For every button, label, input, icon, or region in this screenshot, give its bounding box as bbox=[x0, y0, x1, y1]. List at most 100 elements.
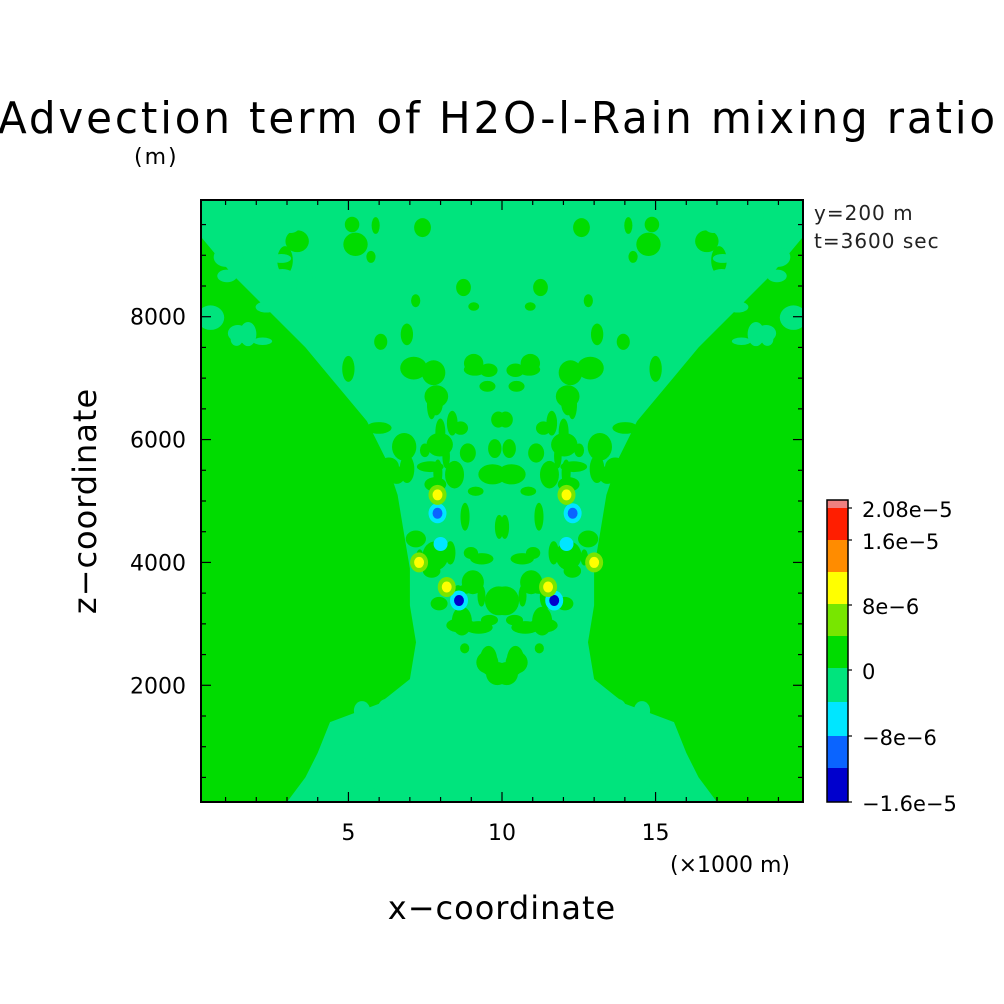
field-patch bbox=[589, 454, 605, 484]
field-patch bbox=[518, 585, 527, 607]
colorbar-swatch bbox=[827, 540, 848, 572]
field-patch bbox=[746, 240, 762, 265]
field-patch bbox=[354, 725, 373, 746]
colorbar-frame bbox=[826, 499, 849, 803]
field-patch bbox=[596, 757, 614, 773]
field-patch bbox=[331, 781, 344, 794]
field-patch bbox=[217, 269, 237, 283]
field-patch bbox=[616, 333, 630, 350]
field-patch bbox=[520, 486, 537, 496]
field-patch bbox=[463, 547, 479, 559]
field-patch bbox=[239, 209, 255, 222]
colorbar-swatch bbox=[827, 668, 848, 702]
field-patch bbox=[506, 645, 525, 676]
field-patch bbox=[460, 643, 470, 654]
field-patch bbox=[285, 230, 309, 253]
field-patch bbox=[459, 443, 476, 463]
colorbar-swatch bbox=[827, 500, 848, 508]
field-patch bbox=[201, 305, 225, 330]
colorbar-swatch bbox=[827, 508, 848, 540]
field-patch bbox=[253, 337, 273, 345]
field-patch bbox=[366, 422, 392, 434]
field-patch bbox=[467, 486, 484, 496]
field-patch bbox=[614, 456, 642, 475]
x-tick-label: 5 bbox=[341, 821, 355, 846]
field-patch bbox=[371, 217, 380, 234]
field-patch bbox=[706, 268, 737, 292]
field-patch bbox=[539, 460, 559, 489]
field-patch bbox=[609, 710, 623, 729]
field-patch bbox=[376, 749, 401, 759]
field-patch bbox=[342, 355, 355, 382]
field-patch bbox=[649, 355, 662, 382]
y-tick-label: 8000 bbox=[130, 306, 186, 331]
field-patch bbox=[468, 302, 480, 311]
colorbar-swatch bbox=[827, 636, 848, 668]
field-patch bbox=[453, 421, 469, 435]
colorbar-swatch bbox=[827, 572, 848, 604]
field-patch bbox=[528, 443, 545, 463]
field-patch bbox=[691, 273, 711, 283]
field-patch bbox=[534, 643, 544, 654]
field-patch bbox=[426, 389, 437, 420]
contour-feature bbox=[414, 556, 425, 568]
field-patch bbox=[573, 218, 590, 238]
field-patch bbox=[712, 253, 733, 263]
field-patch bbox=[480, 614, 499, 626]
field-patch bbox=[390, 757, 408, 773]
field-patch bbox=[479, 645, 498, 676]
field-patch bbox=[405, 530, 426, 548]
chart-title: Advection term of H2O-l-Rain mixing rati… bbox=[0, 93, 998, 144]
colorbar-label: 2.08e−5 bbox=[862, 498, 953, 522]
field-patch bbox=[631, 725, 650, 746]
y-axis-label: z−coordinate bbox=[66, 388, 104, 614]
field-patch bbox=[411, 294, 421, 308]
field-patch bbox=[414, 218, 431, 238]
field-patch bbox=[779, 305, 803, 330]
field-patch bbox=[518, 363, 541, 376]
field-patch bbox=[524, 302, 536, 311]
colorbar-swatch bbox=[827, 604, 848, 636]
field-patch bbox=[353, 701, 371, 721]
field-patch bbox=[498, 411, 513, 428]
colorbar-label: 0 bbox=[862, 660, 875, 684]
colorbar: 2.08e−5 1.6e−5 8e−6 0 −8e−6 −1.6e−5 bbox=[826, 498, 957, 816]
field-patch bbox=[567, 389, 578, 420]
field-patch bbox=[426, 432, 453, 457]
contour-feature bbox=[549, 595, 560, 607]
field-patch bbox=[636, 232, 661, 257]
colorbar-swatch bbox=[827, 768, 848, 802]
field-patch bbox=[280, 209, 302, 233]
field-patch bbox=[533, 278, 548, 297]
field-patch bbox=[628, 250, 638, 263]
field-patch bbox=[505, 614, 524, 626]
field-patch bbox=[702, 209, 724, 233]
field-patch bbox=[612, 422, 638, 434]
field-patch bbox=[213, 247, 238, 267]
colorbar-label: 1.6e−5 bbox=[862, 530, 939, 554]
field-patch bbox=[624, 742, 635, 762]
field-patch bbox=[726, 301, 749, 313]
field-patch bbox=[766, 247, 791, 267]
field-patch bbox=[348, 717, 359, 732]
field-patch bbox=[660, 781, 673, 794]
x-tick-label: 15 bbox=[642, 821, 670, 846]
info-y-position: y=200 m bbox=[814, 201, 914, 225]
field-patch bbox=[242, 240, 258, 265]
contour-feature bbox=[543, 581, 554, 593]
field-patch bbox=[508, 380, 525, 392]
field-patch bbox=[497, 464, 526, 485]
info-time: t=3600 sec bbox=[814, 229, 940, 253]
contour-feature bbox=[432, 489, 443, 501]
field-patch bbox=[578, 530, 599, 548]
contour-feature bbox=[562, 540, 571, 548]
field-patch bbox=[344, 216, 360, 233]
field-patch bbox=[362, 456, 390, 475]
field-patch bbox=[421, 360, 446, 386]
colorbar-label: −8e−6 bbox=[862, 726, 937, 750]
field-patch bbox=[267, 268, 298, 292]
field-patch bbox=[460, 502, 470, 531]
contour-feature bbox=[441, 581, 452, 593]
field-patch bbox=[695, 230, 719, 253]
field-patch bbox=[590, 323, 604, 346]
